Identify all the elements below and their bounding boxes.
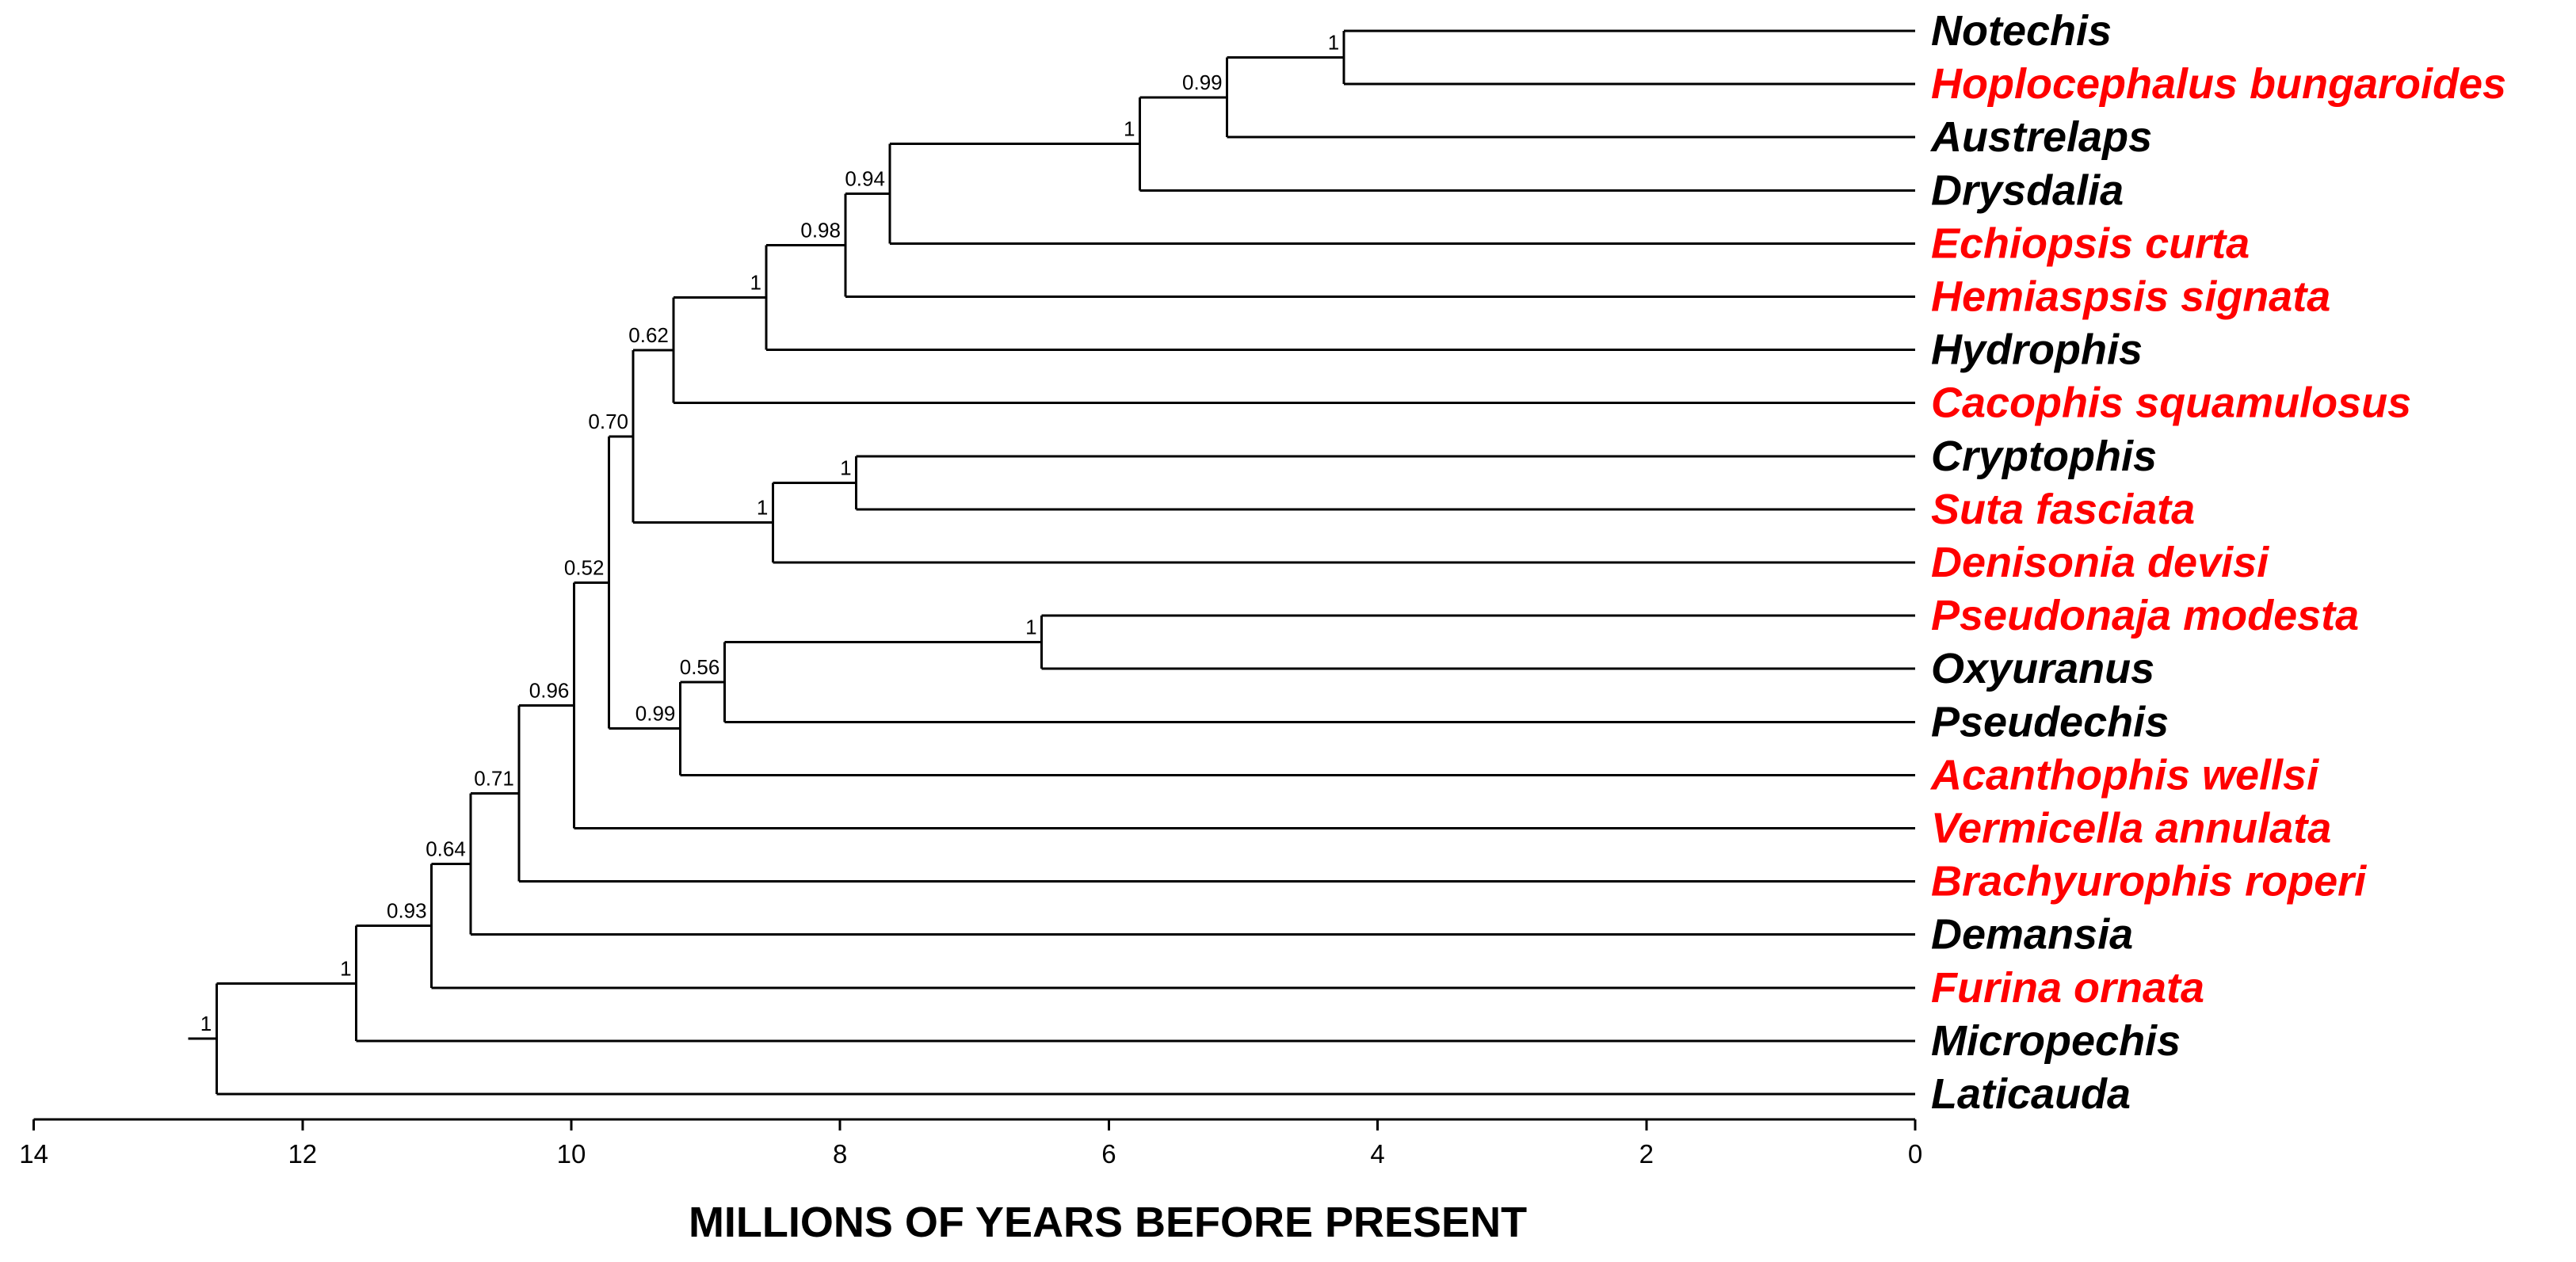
tree-branches [188,29,1915,1096]
axis-tick-label: 2 [1639,1139,1654,1169]
support-value-n17: 0.64 [426,837,466,861]
taxon-label: Oxyuranus [1931,645,2154,692]
taxon-label: Pseudechis [1931,698,2169,745]
support-value-n5: 0.98 [800,218,841,242]
support-value-n12: 0.56 [680,655,720,679]
support-value-n6: 1 [750,271,761,295]
taxon-label: Vermicella annulata [1931,805,2331,852]
axis-tick-label: 14 [19,1139,48,1169]
support-value-n10: 0.70 [588,410,628,433]
taxon-label: Notechis [1931,7,2112,55]
axis-tick-label: 10 [557,1139,586,1169]
axis-title: MILLIONS OF YEARS BEFORE PRESENT [689,1199,1527,1246]
axis-tick-label: 8 [833,1139,847,1169]
taxon-label: Cacophis squamulosus [1931,379,2411,427]
taxon-label: Austrelaps [1929,113,2152,161]
support-value-n18: 0.93 [387,899,427,923]
support-value-n14: 0.52 [564,555,605,579]
support-value-n13: 0.99 [635,702,676,726]
taxon-label: Demansia [1931,911,2133,959]
support-value-n8: 1 [840,456,851,479]
support-value-n1: 1 [1328,31,1339,55]
taxon-label: Laticauda [1931,1070,2131,1118]
taxon-label: Brachyurophis roperi [1931,858,2367,906]
taxon-label: Pseudonaja modesta [1931,592,2359,639]
taxon-label: Hoplocephalus bungaroides [1931,60,2506,108]
taxon-label: Echiopsis curta [1931,219,2250,267]
taxon-label: Micropechis [1931,1017,2181,1065]
taxon-label: Hemiaspsis signata [1931,273,2330,321]
support-value-n7: 0.62 [628,323,669,347]
taxon-labels: Notechis Hoplocephalus bungaroides Austrel… [1929,7,2506,1118]
axis-tick-label: 12 [288,1139,317,1169]
taxon-label: Acanthophis wellsi [1929,751,2319,799]
taxon-label: Drysdalia [1931,166,2124,214]
support-value-n4: 0.94 [845,166,885,190]
taxon-label: Suta fasciata [1931,486,2195,533]
support-value-n19: 1 [340,956,351,980]
support-value-n9: 1 [757,496,768,520]
support-value-n2: 0.99 [1182,71,1223,94]
support-value-n20: 1 [200,1012,212,1035]
time-axis: 14 12 10 8 6 4 2 0 [19,1118,1922,1169]
support-value-n3: 1 [1124,117,1135,141]
axis-tick-label: 0 [1908,1139,1922,1169]
axis-tick-label: 6 [1101,1139,1116,1169]
taxon-label: Hydrophis [1931,326,2143,374]
support-value-n11: 1 [1025,616,1036,639]
taxon-label: Cryptophis [1931,433,2157,480]
axis-tick-label: 4 [1370,1139,1384,1169]
node-support-values: 10.9910.940.9810.62110.7010.560.990.520.… [200,31,1339,1036]
taxon-label: Denisonia devisi [1931,539,2269,586]
taxon-label: Furina ornata [1931,964,2204,1012]
support-value-n15: 0.96 [529,678,570,702]
support-value-n16: 0.71 [474,766,514,790]
